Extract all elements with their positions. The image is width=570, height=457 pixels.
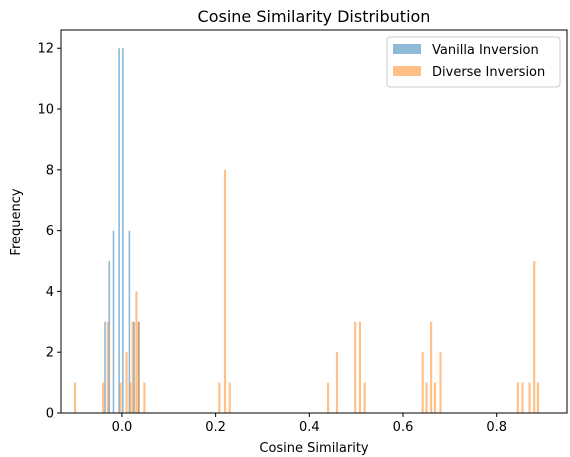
bar-series-1-bin-14: [335, 352, 339, 413]
legend-swatch-vanilla: [393, 44, 421, 54]
bar-series-0-bin-4: [122, 48, 124, 413]
x-axis-label: Cosine Similarity: [259, 441, 369, 456]
y-axis-label: Frequency: [9, 188, 24, 255]
bar-series-1-bin-6: [131, 321, 134, 413]
legend-label-vanilla: Vanilla Inversion: [432, 43, 539, 58]
bar-series-1-bin-7: [135, 291, 138, 413]
legend-box: [386, 36, 561, 88]
bar-series-1-bin-19: [425, 382, 428, 413]
y-tick-label: 4: [46, 285, 54, 300]
x-tick-label: 0.4: [299, 420, 320, 435]
bar-series-1-bin-26: [533, 261, 536, 413]
bar-series-1-bin-18: [421, 352, 424, 413]
y-tick-label: 6: [46, 224, 54, 239]
bar-series-1-bin-25: [528, 382, 531, 413]
y-tick-label: 10: [37, 103, 54, 118]
bar-series-1-bin-4: [125, 352, 128, 413]
bar-series-1-bin-12: [228, 382, 231, 413]
y-tick-label: 2: [46, 346, 54, 361]
y-tick-label: 0: [46, 407, 54, 422]
bar-series-1-bin-11: [223, 169, 227, 413]
bar-series-1-bin-10: [218, 382, 221, 413]
legend: Vanilla Inversion Diverse Inversion: [386, 36, 561, 88]
bar-series-1-bin-17: [363, 382, 366, 413]
x-tick-label: 0.0: [112, 420, 133, 435]
bar-series-0-bin-6: [133, 321, 135, 413]
bar-series-1-bin-23: [516, 382, 519, 413]
bar-series-1-bin-13: [327, 382, 330, 413]
chart-title: Cosine Similarity Distribution: [198, 7, 431, 26]
bar-series-1-bin-5: [129, 382, 132, 413]
bar-series-0-bin-2: [112, 230, 115, 413]
bar-series-1-bin-3: [119, 382, 122, 413]
bar-series-1-bin-20: [430, 321, 433, 413]
bar-series-0-bin-5: [128, 230, 131, 413]
bar-series-1-bin-9: [143, 382, 146, 413]
x-tick-label: 0.6: [393, 420, 414, 435]
bar-series-1-bin-1: [102, 382, 105, 413]
y-tick-label: 12: [37, 42, 54, 57]
ticks-layer: 0.0 0.2 0.4 0.6 0.8 0 2 4 6 8 10 12: [37, 42, 507, 435]
bar-series-0-bin-0: [104, 321, 106, 413]
plot-frame: [60, 29, 568, 414]
x-tick-label: 0.8: [486, 420, 507, 435]
bar-series-0-bin-3: [118, 48, 120, 413]
bar-series-1-bin-0: [74, 382, 77, 413]
bar-series-1-bin-22: [439, 352, 442, 413]
bar-series-1-bin-27: [536, 382, 540, 413]
bar-series-0-bin-1: [108, 261, 111, 413]
bar-series-1-bin-24: [521, 382, 524, 413]
bar-series-1-bin-21: [433, 382, 436, 413]
bar-series-1-bin-15: [354, 321, 357, 413]
bar-series-1-bin-2: [106, 321, 109, 413]
x-tick-label: 0.2: [205, 420, 226, 435]
bar-series-1-bin-8: [137, 321, 140, 413]
legend-label-diverse: Diverse Inversion: [432, 65, 545, 80]
legend-swatch-diverse: [393, 66, 421, 76]
bars-layer: [74, 48, 540, 413]
bar-series-1-bin-16: [358, 321, 361, 413]
y-tick-label: 8: [46, 163, 54, 178]
